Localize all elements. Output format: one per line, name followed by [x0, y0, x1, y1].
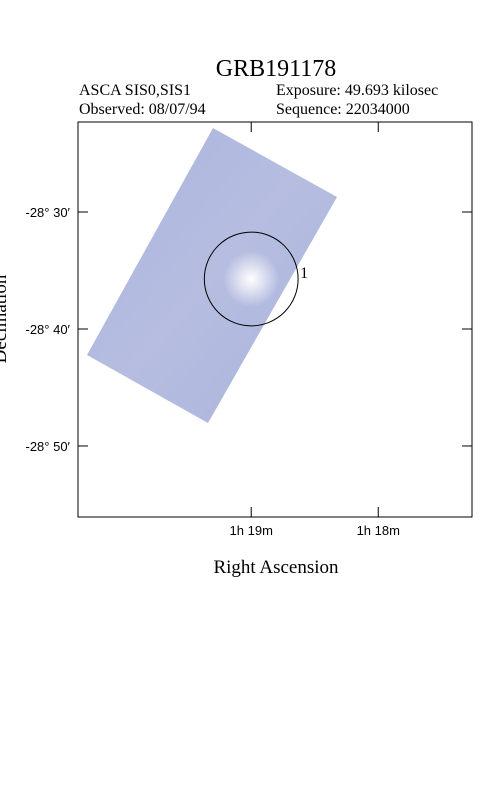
chart-title: GRB191178 [216, 56, 336, 82]
x-tick-label: 1h 19m [230, 523, 273, 538]
header-instrument: ASCA SIS0,SIS1 [79, 82, 191, 99]
source-region [203, 231, 299, 327]
y-tick-label: -28° 30′ [26, 205, 71, 220]
source-label: 1 [300, 265, 308, 282]
y-tick-label: -28° 50′ [26, 439, 71, 454]
plot-frame [77, 121, 473, 518]
header-observed: Observed: 08/07/94 [79, 101, 206, 118]
y-tick-label: -28° 40′ [26, 322, 71, 337]
exposure-field [87, 128, 337, 423]
source-glow [223, 250, 280, 308]
x-axis-label: Right Ascension [213, 557, 339, 578]
header-exposure: Exposure: 49.693 kilosec [276, 82, 438, 99]
x-tick-label: 1h 18m [357, 523, 400, 538]
y-axis-label: Declination [0, 274, 11, 363]
header-sequence: Sequence: 22034000 [276, 101, 410, 118]
